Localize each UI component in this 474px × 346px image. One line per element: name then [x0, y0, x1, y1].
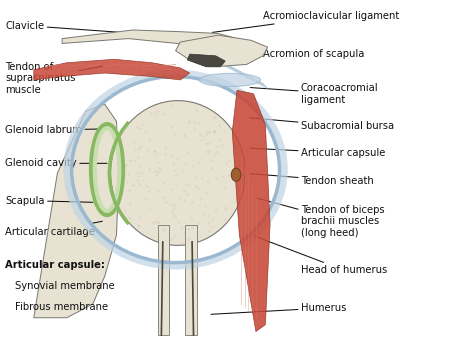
- Polygon shape: [232, 90, 270, 331]
- Bar: [157, 225, 169, 335]
- Polygon shape: [211, 56, 268, 89]
- Polygon shape: [187, 54, 225, 67]
- Ellipse shape: [231, 168, 241, 181]
- Text: Humerus: Humerus: [211, 303, 346, 314]
- Text: Articular cartilage: Articular cartilage: [5, 221, 102, 237]
- Text: Glenoid cavity: Glenoid cavity: [5, 158, 107, 169]
- Text: Acromion of scapula: Acromion of scapula: [222, 49, 365, 59]
- Text: Synovial membrane: Synovial membrane: [15, 281, 115, 291]
- Text: Scapula: Scapula: [5, 195, 93, 206]
- Text: Glenoid labrum: Glenoid labrum: [5, 125, 109, 135]
- Text: Clavicle: Clavicle: [5, 20, 121, 33]
- Text: Articular capsule: Articular capsule: [250, 148, 385, 158]
- Text: Tendon sheath: Tendon sheath: [250, 174, 374, 185]
- Polygon shape: [62, 30, 237, 44]
- Text: Articular capsule:: Articular capsule:: [5, 260, 105, 270]
- Text: Acromioclavicular ligament: Acromioclavicular ligament: [212, 11, 399, 33]
- Text: Tendon of biceps
brachii muscles
(long heed): Tendon of biceps brachii muscles (long h…: [256, 198, 384, 238]
- Polygon shape: [34, 104, 119, 318]
- Text: Subacromial bursa: Subacromial bursa: [250, 118, 394, 131]
- Polygon shape: [175, 35, 268, 66]
- Text: Tendon of
supraspinatus
muscle: Tendon of supraspinatus muscle: [5, 62, 102, 95]
- Ellipse shape: [199, 73, 261, 86]
- Ellipse shape: [110, 101, 245, 245]
- Text: Fibrous membrane: Fibrous membrane: [15, 302, 108, 312]
- Text: Head of humerus: Head of humerus: [254, 236, 387, 275]
- Bar: [185, 225, 197, 335]
- Text: Coracoacromial
ligament: Coracoacromial ligament: [250, 83, 378, 104]
- Polygon shape: [34, 59, 190, 80]
